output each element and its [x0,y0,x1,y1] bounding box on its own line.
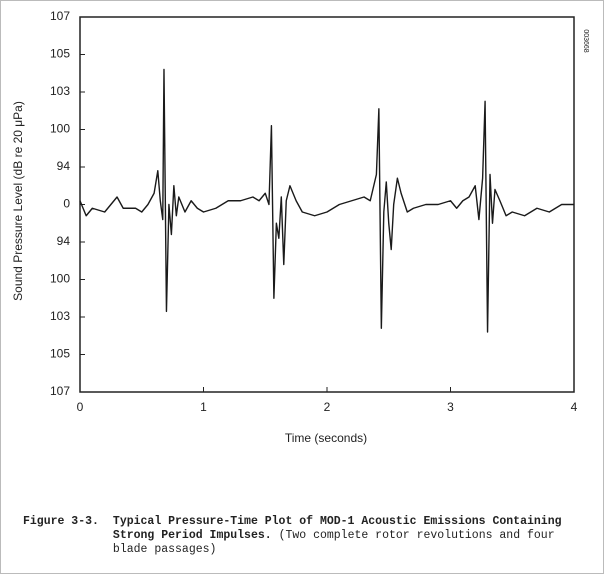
y-tick-label: 100 [50,122,70,136]
x-tick-label: 3 [447,400,454,414]
y-tick-label: 105 [50,47,70,61]
y-tick-label: 103 [50,309,70,323]
caption: Figure 3-3. Typical Pressure-Time Plot o… [23,515,583,557]
caption-note: (Two complete rotor revolutions and four… [112,529,555,556]
plot-frame [79,16,575,393]
y-tick-label: 103 [50,84,70,98]
caption-label: Figure 3-3. [23,515,99,528]
waveform [79,68,574,333]
y-tick-label: 94 [57,159,71,173]
y-tick-label: 107 [50,384,70,398]
x-tick-label: 4 [571,400,578,414]
x-axis-label: Time (seconds) [285,431,367,445]
x-tick-label: 0 [77,400,84,414]
y-tick-label: 94 [57,234,71,248]
y-tick-label: 107 [50,9,70,23]
y-tick-label: 0 [63,197,70,211]
caption-text: Typical Pressure-Time Plot of MOD-1 Acou… [113,515,583,557]
stamp: 003668 [582,29,589,52]
y-tick-label: 105 [50,347,70,361]
y-axis-label: Sound Pressure Level (dB re 20 μPa) [11,101,25,301]
y-tick-label: 100 [50,272,70,286]
x-tick-label: 1 [200,400,207,414]
chart: Time (seconds) Sound Pressure Level (dB … [11,9,589,445]
caption-title: Typical Pressure-Time Plot of MOD-1 Acou… [112,515,562,542]
x-tick-label: 2 [324,400,331,414]
